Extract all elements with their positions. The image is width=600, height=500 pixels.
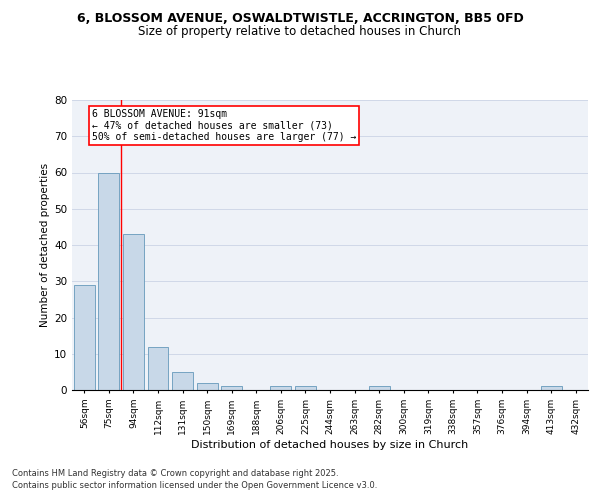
Bar <box>123 234 144 390</box>
Bar <box>271 386 292 390</box>
X-axis label: Distribution of detached houses by size in Church: Distribution of detached houses by size … <box>191 440 469 450</box>
Text: Contains HM Land Registry data © Crown copyright and database right 2025.: Contains HM Land Registry data © Crown c… <box>12 468 338 477</box>
Bar <box>221 386 242 390</box>
Bar <box>172 372 193 390</box>
Bar <box>98 172 119 390</box>
Text: 6 BLOSSOM AVENUE: 91sqm
← 47% of detached houses are smaller (73)
50% of semi-de: 6 BLOSSOM AVENUE: 91sqm ← 47% of detache… <box>92 109 356 142</box>
Bar <box>541 386 562 390</box>
Text: 6, BLOSSOM AVENUE, OSWALDTWISTLE, ACCRINGTON, BB5 0FD: 6, BLOSSOM AVENUE, OSWALDTWISTLE, ACCRIN… <box>77 12 523 26</box>
Text: Contains public sector information licensed under the Open Government Licence v3: Contains public sector information licen… <box>12 481 377 490</box>
Bar <box>295 386 316 390</box>
Y-axis label: Number of detached properties: Number of detached properties <box>40 163 50 327</box>
Bar <box>74 285 95 390</box>
Bar <box>368 386 389 390</box>
Text: Size of property relative to detached houses in Church: Size of property relative to detached ho… <box>139 25 461 38</box>
Bar <box>197 383 218 390</box>
Bar <box>148 346 169 390</box>
